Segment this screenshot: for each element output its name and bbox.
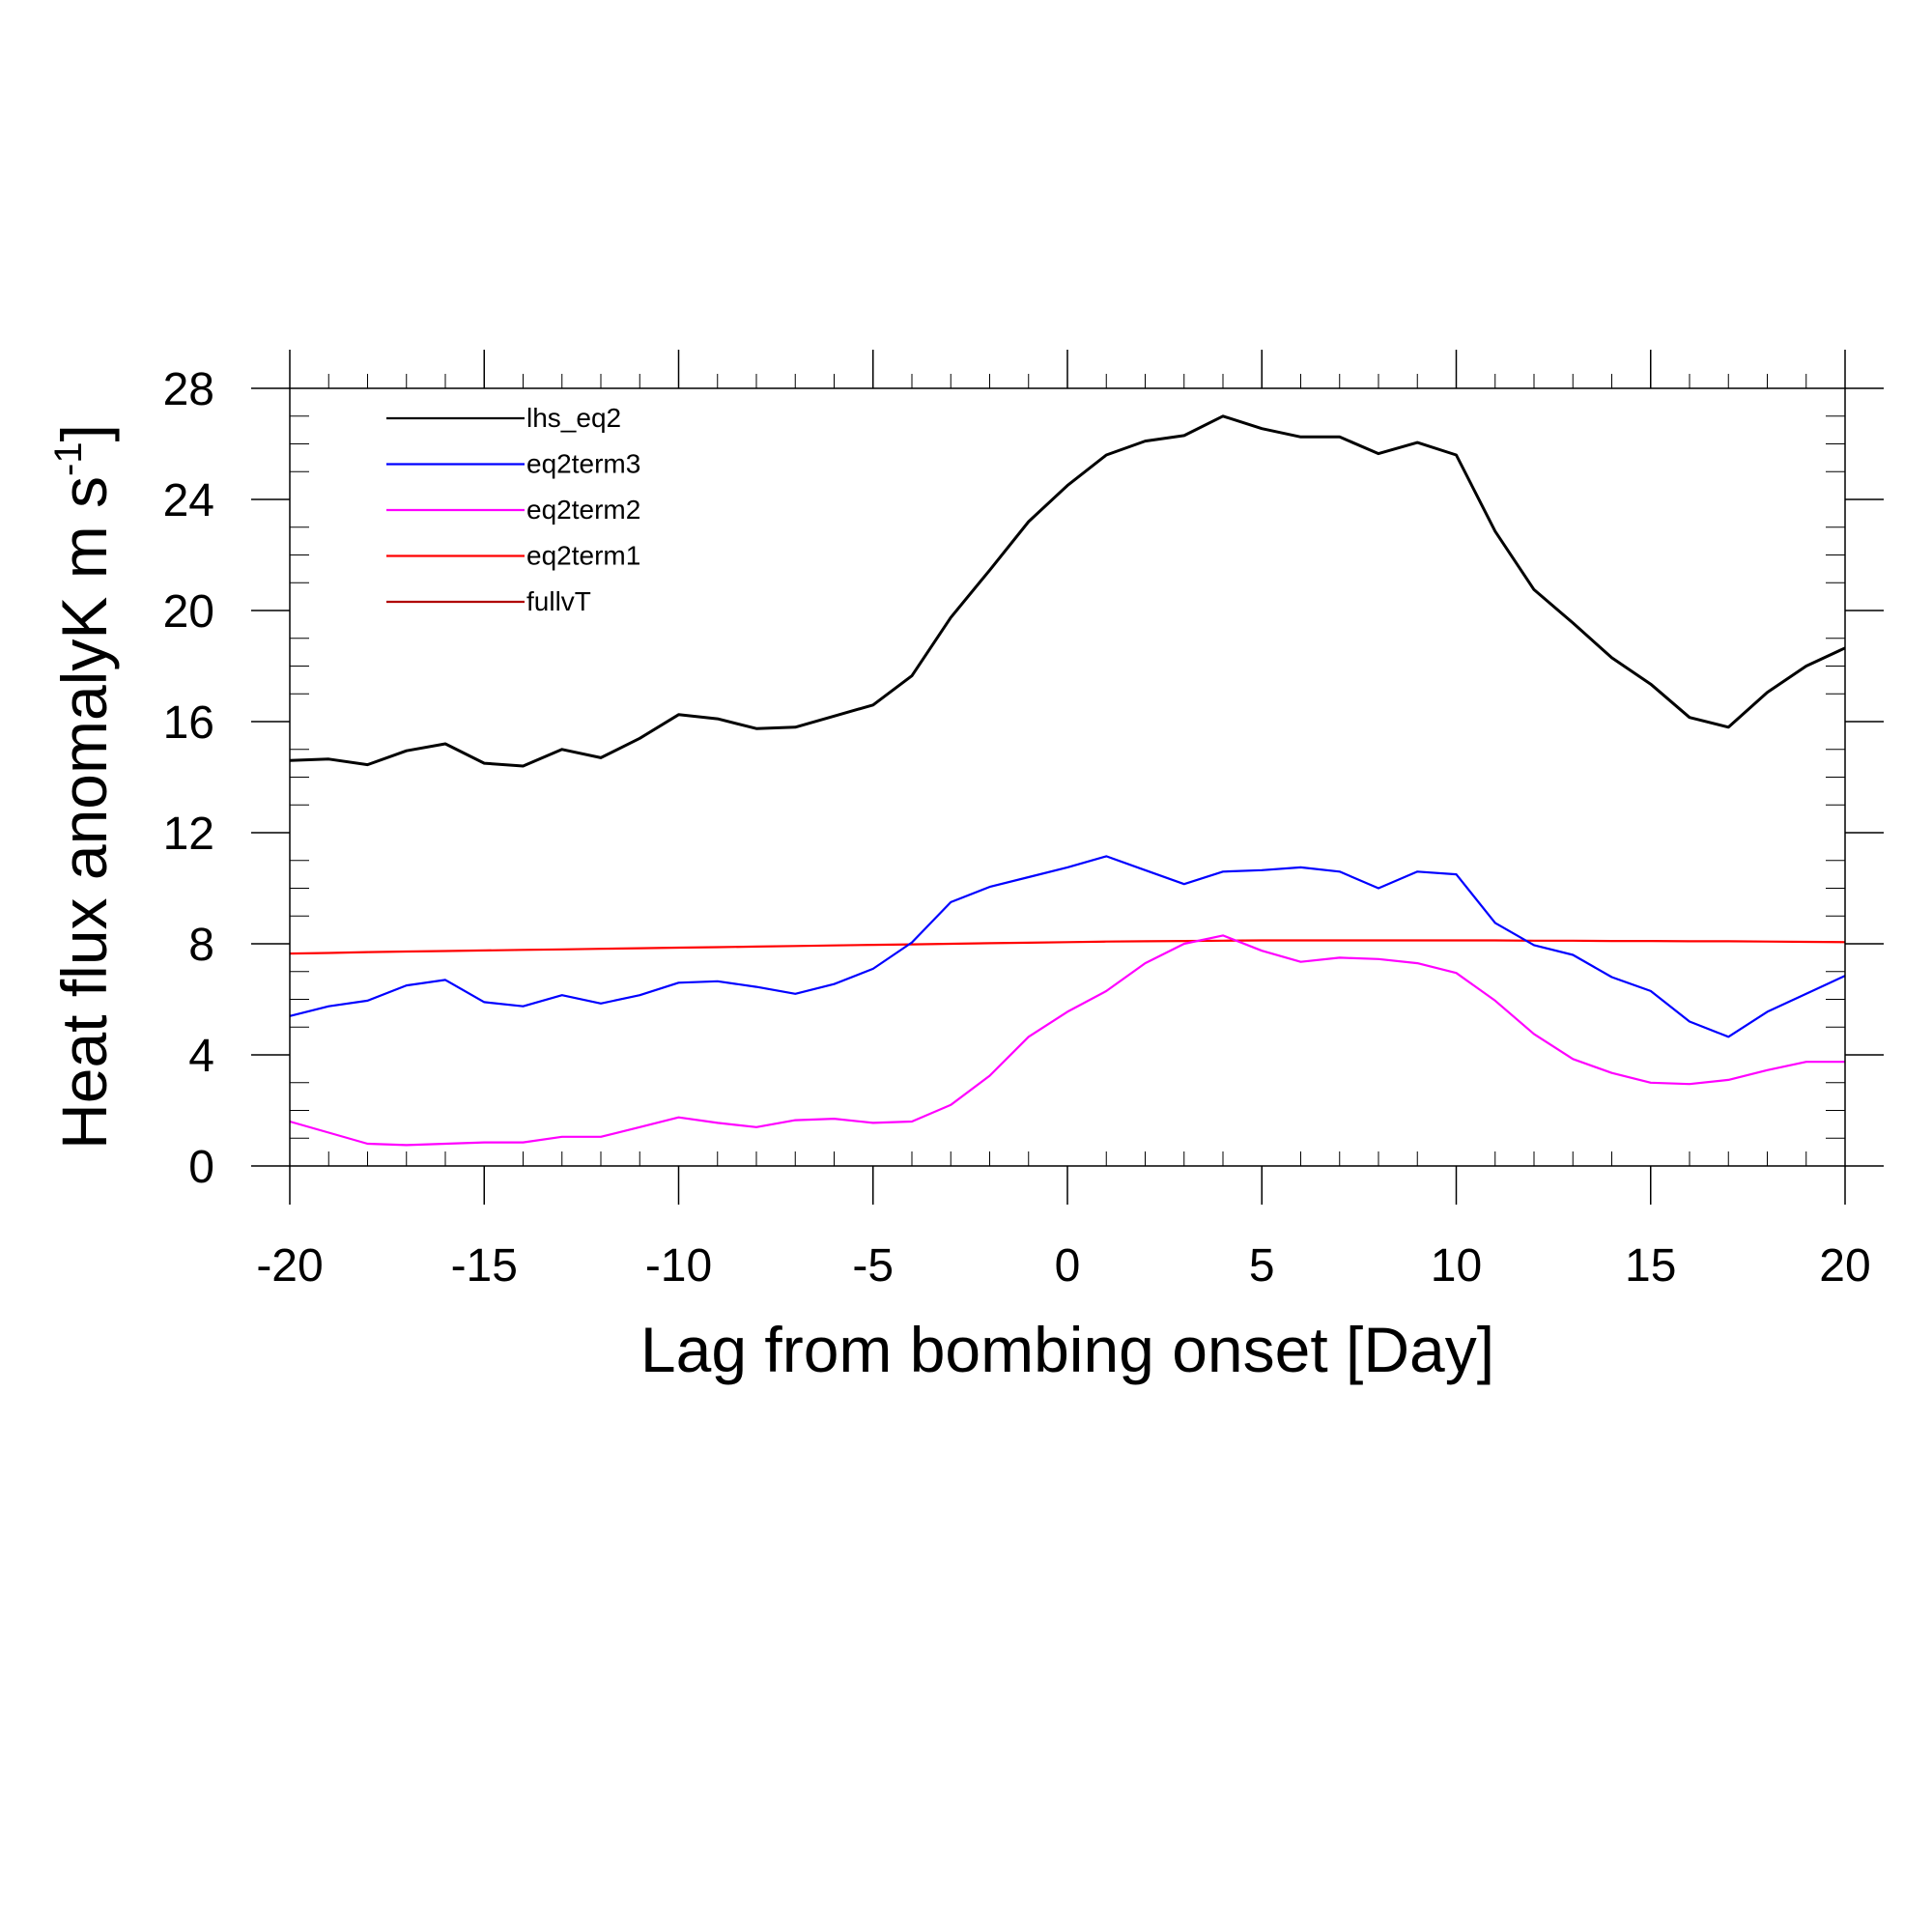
series-line-eq2term2 — [289, 934, 1845, 1147]
x-tick-label: 20 — [1819, 1240, 1870, 1292]
y-axis-title: Heat flux anomalyK m s-1] — [47, 424, 120, 1150]
y-tick-label: 0 — [188, 1142, 214, 1193]
legend-label-lhs_eq2: lhs_eq2 — [526, 403, 621, 433]
y-tick-label: 8 — [188, 920, 214, 971]
series-line-lhs_eq2 — [289, 414, 1846, 768]
series-lines — [289, 414, 1846, 1147]
legend-label-fullvT: fullvT — [526, 586, 591, 616]
y-tick-label: 16 — [163, 697, 214, 749]
legend: lhs_eq2 eq2term3 eq2term2 eq2term1 fullvT — [386, 403, 640, 616]
x-tick-label: -20 — [256, 1240, 323, 1292]
x-axis-title: Lag from bombing onset [Day] — [640, 1314, 1494, 1385]
x-tick-label: -10 — [645, 1240, 712, 1292]
x-tick-label: -15 — [451, 1240, 518, 1292]
tick-labels: -20 -15 -10 -5 0 5 10 15 20 0 4 8 12 16 20 24 28 — [163, 364, 1871, 1292]
series-line-eq2term3 — [289, 855, 1846, 1038]
legend-label-eq2term1: eq2term1 — [526, 541, 640, 571]
plot-frame — [289, 387, 1846, 1167]
series-line-eq2term1 — [289, 939, 1846, 955]
y-tick-label: 12 — [163, 809, 214, 860]
y-tick-label: 20 — [163, 586, 214, 638]
axis-ticks — [251, 350, 1884, 1205]
x-tick-label: -5 — [852, 1240, 894, 1292]
y-tick-label: 24 — [163, 475, 214, 526]
legend-label-eq2term2: eq2term2 — [526, 495, 640, 525]
x-tick-label: 0 — [1055, 1240, 1081, 1292]
y-axis-title-bracket: ] — [48, 424, 120, 441]
y-tick-label: 28 — [163, 364, 214, 415]
y-axis-title-superscript: -1 — [47, 441, 90, 476]
legend-label-eq2term3: eq2term3 — [526, 449, 640, 479]
x-tick-label: 10 — [1431, 1240, 1482, 1292]
x-tick-label: 5 — [1249, 1240, 1275, 1292]
x-tick-label: 15 — [1625, 1240, 1676, 1292]
y-axis-title-main: Heat flux anomalyK m s — [48, 476, 120, 1150]
y-tick-label: 4 — [188, 1031, 214, 1082]
